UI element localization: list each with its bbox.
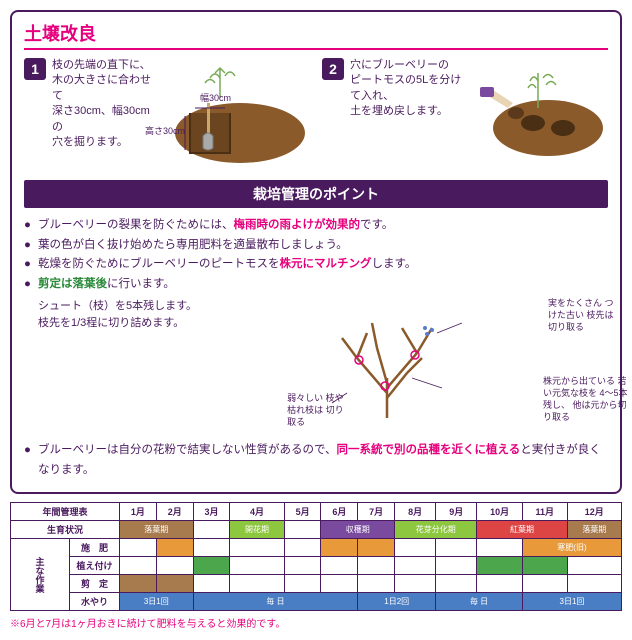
calendar-table: 年間管理表 1月2月3月4月5月6月7月8月9月10月11月12月 生育状況 落… (10, 502, 622, 611)
footnote: ※6月と7月は1ヶ月おきに続けて肥料を与えると効果的です。 (10, 615, 622, 630)
tip-1: ブルーベリーの裂果を防ぐためには、梅雨時の雨よけが効果的です。 (24, 216, 608, 236)
heading: 土壌改良 (24, 20, 608, 50)
tip-2: 葉の色が白く抜け始めたら専用肥料を適量散布しましょう。 (24, 236, 608, 256)
prune-label-1: 実をたくさん つけた古い 枝先は切り取る (548, 298, 618, 333)
step-1-illustration: 幅30cm 高さ30cm (160, 58, 310, 168)
row-prune: 剪 定 (11, 575, 622, 593)
tips-list-2: ブルーベリーは自分の花粉で結実しない性質があるので、同一系統で別の品種を近くに植… (24, 441, 608, 480)
row-fert: 主な作業 施 肥 寒肥(旧) (11, 539, 622, 557)
step-2-num: 2 (322, 58, 344, 80)
cal-header-year: 年間管理表 (11, 503, 120, 521)
step-2-illustration (478, 58, 608, 168)
prune-label-2: 株元から出ている 若い元気な枝を 4～5本残し、 他は元から切り取る (543, 376, 628, 423)
step-2-text: 穴にブルーベリーの ピートモスの5Lを分けて入れ、 土を埋め戻します。 (350, 58, 472, 168)
prune-row: シュート（枝）を5本残します。 枝先を1/3程に切り詰めます。 実をたくさん つ… (24, 298, 608, 433)
steps-row: 1 枝の先端の直下に、 木の大きさに合わせて 深さ30cm、幅30cmの 穴を掘… (24, 58, 608, 168)
height-label: 高さ30cm (145, 126, 185, 138)
row-growth: 生育状況 落葉期 開花期 収穫期 花芽分化期 紅葉期 落葉期 (11, 521, 622, 539)
step-1-num: 1 (24, 58, 46, 80)
step-1: 1 枝の先端の直下に、 木の大きさに合わせて 深さ30cm、幅30cmの 穴を掘… (24, 58, 310, 168)
row-plant: 植え付け (11, 557, 622, 575)
prune-label-3: 弱々しい 枝や枯れ枝は 切り取る (287, 393, 347, 428)
subheading: 栽培管理のポイント (24, 180, 608, 208)
row-water: 水やり 3日1回 毎 日 1日2回 毎 日 3日1回 (11, 593, 622, 611)
step-2: 2 穴にブルーベリーの ピートモスの5Lを分けて入れ、 土を埋め戻します。 (322, 58, 608, 168)
step-1-text: 枝の先端の直下に、 木の大きさに合わせて 深さ30cm、幅30cmの 穴を掘りま… (52, 58, 154, 150)
tip-4-indent: シュート（枝）を5本残します。 枝先を1/3程に切り詰めます。 (24, 298, 267, 331)
tips-list: ブルーベリーの裂果を防ぐためには、梅雨時の雨よけが効果的です。 葉の色が白く抜け… (24, 216, 608, 294)
tip-4: 剪定は落葉後に行います。 (24, 275, 608, 295)
tip-3: 乾燥を防ぐためにブルーベリーのピートモスを株元にマルチングします。 (24, 255, 608, 275)
width-label: 幅30cm (200, 93, 231, 105)
soil-section: 土壌改良 1 枝の先端の直下に、 木の大きさに合わせて 深さ30cm、幅30cm… (10, 10, 622, 494)
tip-5: ブルーベリーは自分の花粉で結実しない性質があるので、同一系統で別の品種を近くに植… (24, 441, 608, 480)
